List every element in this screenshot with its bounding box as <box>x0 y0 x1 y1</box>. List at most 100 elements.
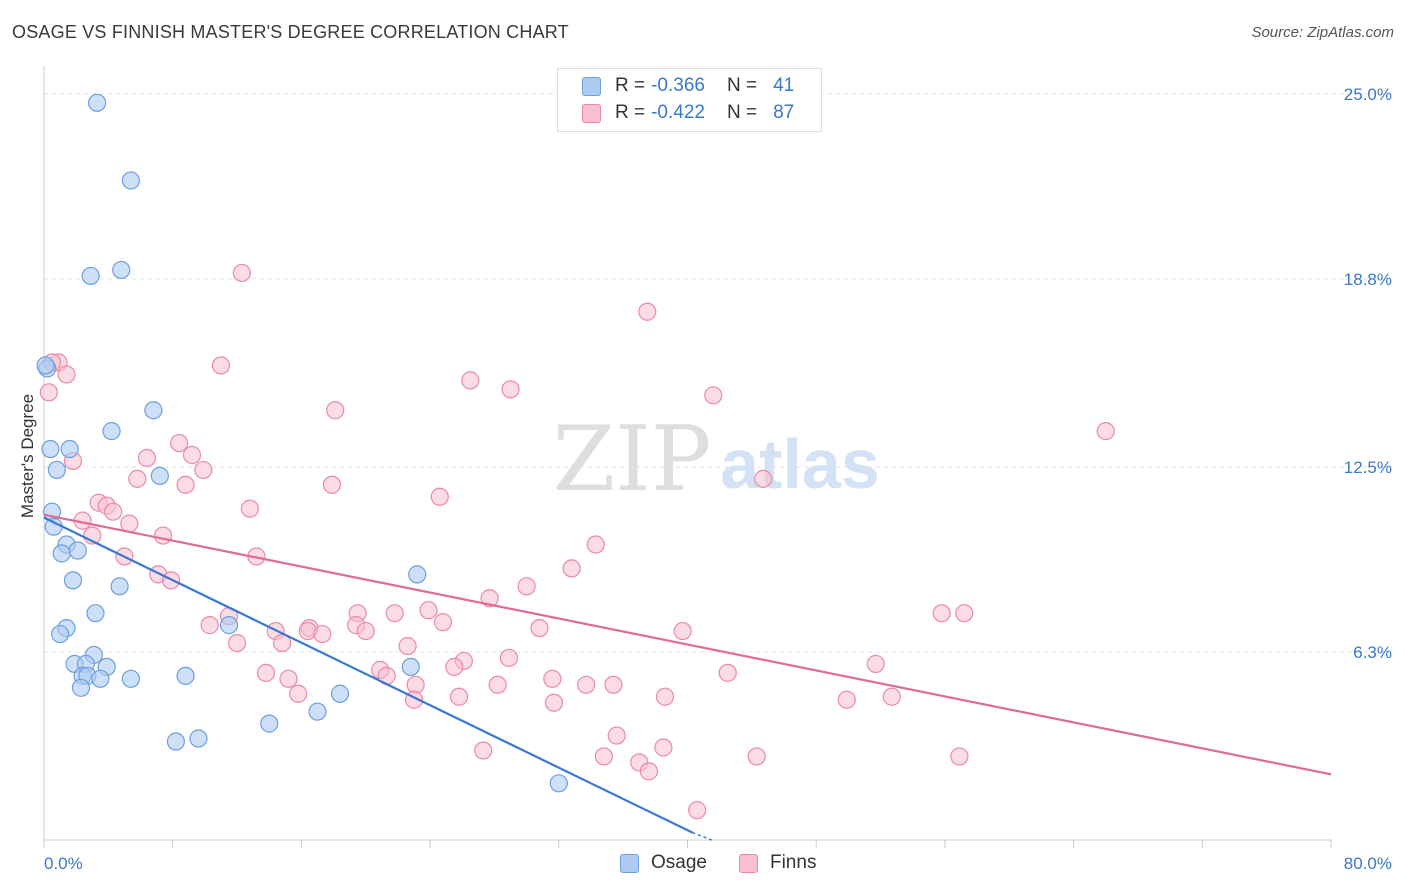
osage-point <box>52 544 71 563</box>
osage-point <box>549 774 568 793</box>
finns-point <box>322 475 342 494</box>
finns-swatch <box>738 853 758 873</box>
finns-point <box>200 616 219 635</box>
osage-swatch <box>582 76 601 96</box>
series-legend: Osage Finns <box>620 852 848 874</box>
osage-point <box>121 171 140 190</box>
finns-point <box>326 401 345 420</box>
osage-point <box>219 616 239 635</box>
osage-point <box>91 669 110 688</box>
osage-point <box>63 571 83 590</box>
osage-point <box>36 356 55 375</box>
finns-point <box>638 302 657 321</box>
finns-point <box>499 648 519 668</box>
finns-swatch <box>582 103 601 123</box>
y-axis-label: Master's Degree <box>18 394 37 518</box>
trend-lines <box>43 513 1332 841</box>
watermark-atlas: atlas <box>720 425 880 503</box>
osage-point <box>176 666 195 685</box>
legend-label-osage: Osage <box>651 852 707 873</box>
finns-point <box>104 502 123 521</box>
finns-point <box>543 669 562 688</box>
watermark: ZIP atlas <box>553 407 880 512</box>
finns-point <box>39 383 58 402</box>
osage-point <box>81 266 100 286</box>
finns-point <box>279 669 298 688</box>
finns-point <box>313 624 332 644</box>
finns-point <box>430 487 449 506</box>
finns-point <box>501 380 520 399</box>
legend-item-osage[interactable]: Osage <box>620 852 707 874</box>
osage-point <box>60 439 79 459</box>
y-tick-label: 6.3% <box>1353 643 1392 662</box>
y-tick-label: 12.5% <box>1344 458 1392 477</box>
osage-point <box>86 604 105 623</box>
r-label: R = <box>615 75 646 96</box>
finns-point <box>128 469 147 488</box>
finns-point <box>604 675 623 694</box>
finns-point <box>639 762 658 781</box>
finns-point <box>932 604 951 623</box>
finns-point <box>754 469 773 488</box>
r-value: -0.422 <box>651 102 705 123</box>
finns-point <box>170 433 189 453</box>
finns-point <box>704 386 723 405</box>
finns-point <box>673 621 692 641</box>
finns-point <box>449 687 469 706</box>
finns-point <box>882 687 901 706</box>
finns-point <box>289 684 308 703</box>
finns-point <box>488 675 507 694</box>
osage-trend-extension <box>692 831 712 841</box>
finns-point <box>433 613 453 632</box>
finns-point <box>153 526 173 545</box>
n-label: N = <box>726 75 758 96</box>
osage-point <box>150 466 169 485</box>
n-value: 41 <box>773 75 795 96</box>
osage-point <box>71 678 91 697</box>
legend-row-osage: R = -0.366 N = 41 <box>582 73 794 99</box>
finns-point <box>194 460 213 480</box>
finns-point <box>544 693 564 712</box>
osage-trend-line <box>43 516 693 834</box>
finns-point <box>718 663 737 682</box>
osage-point <box>87 93 107 112</box>
finns-point <box>562 559 581 578</box>
finns-point <box>182 445 202 465</box>
finns-point <box>211 356 231 375</box>
finns-point <box>950 747 969 766</box>
osage-point <box>121 669 140 688</box>
finns-point <box>356 621 375 641</box>
finns-point <box>474 741 493 760</box>
n-value: 87 <box>773 102 795 123</box>
watermark-zip: ZIP <box>553 407 712 512</box>
finns-point <box>517 577 536 596</box>
finns-point <box>461 371 480 390</box>
osage-point <box>47 460 66 480</box>
finns-point <box>256 663 276 682</box>
finns-point <box>385 604 404 623</box>
osage-swatch <box>620 853 639 873</box>
osage-point <box>401 657 420 676</box>
r-label: R = <box>615 102 646 123</box>
finns-trend-line <box>43 513 1332 776</box>
finns-point <box>866 654 885 674</box>
legend-item-finns[interactable]: Finns <box>738 852 817 874</box>
finns-point <box>955 604 974 623</box>
osage-point <box>308 702 327 721</box>
legend-label-finns: Finns <box>769 852 817 873</box>
finns-point <box>480 589 499 608</box>
osage-point <box>110 577 129 596</box>
finns-point <box>655 687 675 706</box>
gridlines <box>44 93 1391 653</box>
osage-point <box>112 260 131 280</box>
osage-point <box>41 439 60 459</box>
finns-point <box>398 636 417 656</box>
finns-point <box>607 726 626 745</box>
finns-point <box>176 475 195 494</box>
finns-point <box>227 633 247 653</box>
r-value: -0.366 <box>651 75 705 96</box>
finns-point <box>577 675 596 694</box>
osage-point <box>408 565 427 584</box>
finns-point <box>240 499 260 518</box>
